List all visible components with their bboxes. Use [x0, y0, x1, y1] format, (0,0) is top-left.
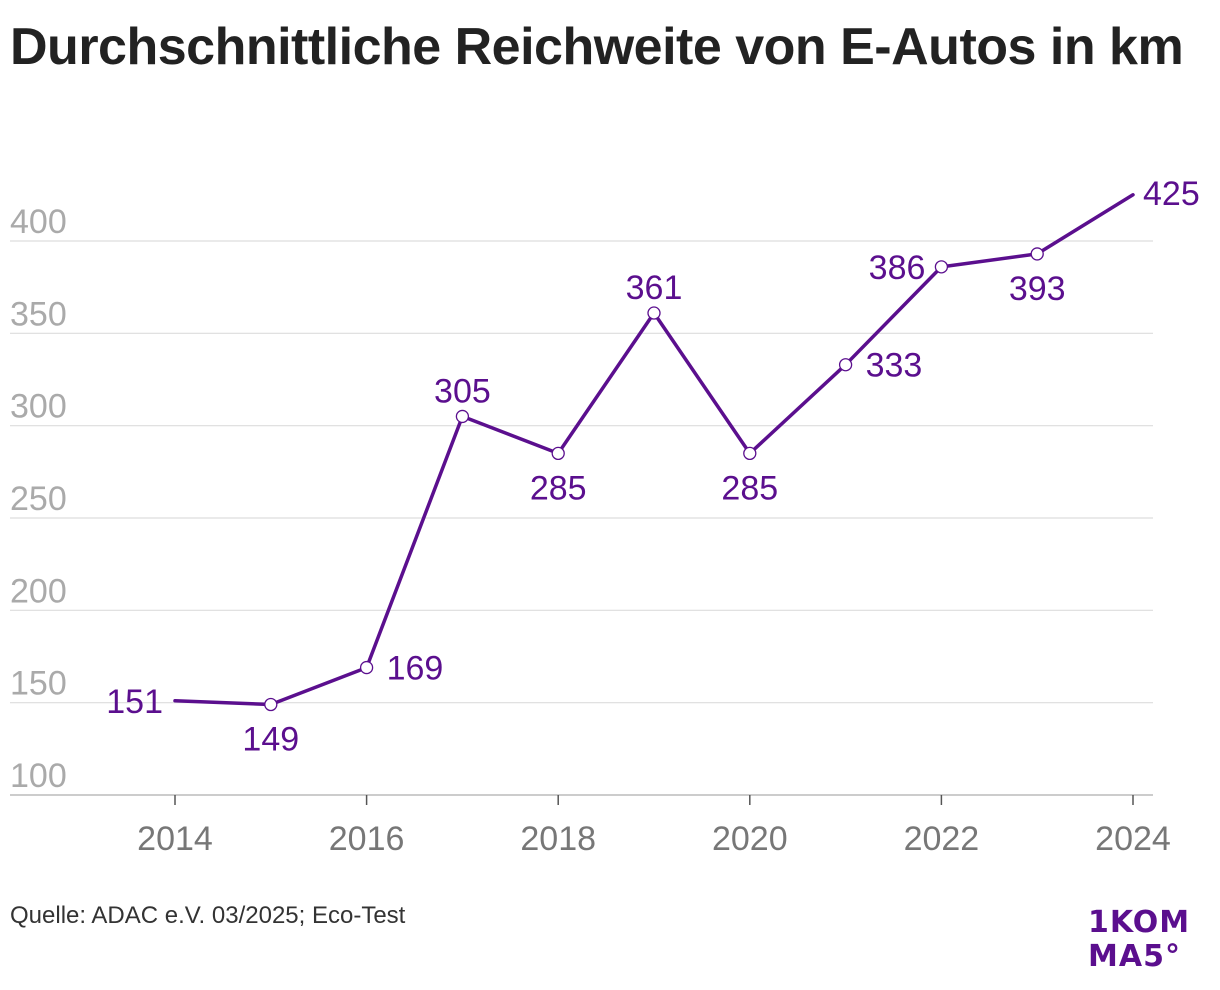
data-point	[551, 446, 565, 461]
brand-logo: 1KOM MA5°	[1088, 906, 1208, 974]
source-note: Quelle: ADAC e.V. 03/2025; Eco-Test	[10, 902, 406, 929]
data-point	[838, 358, 853, 372]
data-label: 393	[1009, 270, 1066, 308]
data-point	[264, 697, 278, 712]
y-tick-label: 300	[10, 388, 67, 426]
y-tick-label: 150	[10, 665, 67, 703]
y-tick-label: 350	[10, 295, 67, 333]
x-tick-label: 2014	[137, 820, 213, 858]
data-point	[647, 306, 661, 320]
data-label: 285	[721, 469, 778, 507]
data-label: 361	[626, 269, 683, 307]
x-tick-label: 2020	[712, 820, 788, 858]
logo-line-1: 1KOM	[1088, 905, 1191, 940]
data-label: 386	[869, 249, 926, 287]
y-tick-label: 400	[10, 203, 67, 241]
data-label: 151	[106, 683, 163, 721]
x-tick-label: 2024	[1095, 820, 1171, 858]
data-label: 285	[530, 469, 587, 507]
data-point	[1030, 247, 1044, 261]
gridlines	[10, 240, 1153, 796]
chart-title: Durchschnittliche Reichweite von E-Autos…	[10, 18, 1184, 76]
data-point	[743, 446, 757, 461]
data-labels: 151 149 169 305 285 361 285 333 386 393 425	[106, 175, 1199, 759]
y-axis-ticks: 100 150 200 250 300 350 400	[10, 203, 67, 795]
data-point	[934, 260, 949, 274]
data-point	[359, 660, 374, 675]
data-label: 333	[866, 347, 923, 385]
y-tick-label: 200	[10, 572, 67, 610]
data-label: 305	[434, 372, 491, 410]
data-label: 149	[242, 721, 299, 759]
logo-line-2: MA5°	[1088, 939, 1181, 974]
x-tick-label: 2018	[520, 820, 596, 858]
x-tick-label: 2022	[904, 820, 980, 858]
y-tick-label: 250	[10, 480, 67, 518]
y-tick-label: 100	[10, 757, 67, 795]
series-reichweite	[173, 193, 1135, 712]
x-axis-ticks: 2014 2016 2018 2020 2022 2024	[137, 795, 1171, 858]
data-label: 169	[387, 650, 444, 688]
x-tick-label: 2016	[329, 820, 405, 858]
data-label: 425	[1143, 175, 1200, 213]
data-point	[455, 409, 470, 424]
